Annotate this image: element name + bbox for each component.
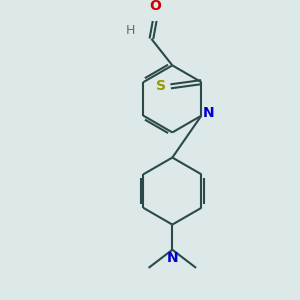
Text: O: O	[150, 0, 161, 13]
Text: H: H	[125, 24, 135, 37]
Text: N: N	[203, 106, 214, 120]
Text: N: N	[167, 251, 178, 265]
Text: S: S	[156, 79, 166, 93]
